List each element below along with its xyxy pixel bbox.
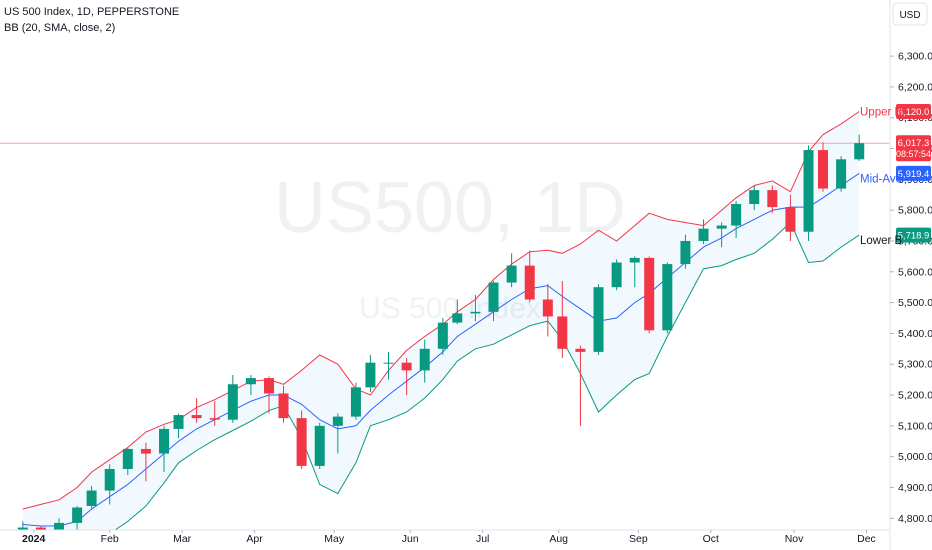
current-price-label: 6,017.3 <box>898 138 930 149</box>
candle-body <box>488 282 499 312</box>
candle-body <box>818 150 829 189</box>
x-tick-label: Oct <box>703 533 719 545</box>
candle-body <box>209 418 220 420</box>
y-tick-label: 6,200.0 <box>898 81 932 93</box>
candle-body <box>662 264 673 331</box>
candle-body <box>611 262 622 288</box>
currency-label[interactable]: USD <box>899 10 920 21</box>
watermark: US500, 1D <box>274 168 626 248</box>
band-price-box <box>896 104 931 120</box>
y-tick-label: 6,300.0 <box>898 51 932 63</box>
x-tick-label: Nov <box>785 533 804 545</box>
x-tick-label: Feb <box>101 533 119 545</box>
chart-title: US 500 Index, 1D, PEPPERSTONE <box>4 6 179 18</box>
candle-body <box>680 240 691 265</box>
x-tick-label: Jul <box>476 533 489 545</box>
candle-body <box>836 159 847 189</box>
band-name: Mid-Ave <box>860 173 902 185</box>
y-tick-label: 5,000.0 <box>898 451 932 463</box>
band-fill <box>22 111 860 530</box>
y-tick-label: 5,200.0 <box>898 390 932 402</box>
candle-body <box>575 348 586 352</box>
x-tick-label: 2024 <box>22 533 46 545</box>
y-tick-label: 5,400.0 <box>898 328 932 340</box>
watermark-subtitle: US 500 Index <box>359 292 541 325</box>
plot-area <box>0 111 890 530</box>
candle-body <box>72 507 83 523</box>
x-tick-label: Jun <box>402 533 419 545</box>
price-labels: 6,120.0 5,919.4 5,718.9 6,017.308:57:54 <box>896 104 931 243</box>
candle-body <box>350 387 361 417</box>
candle-body <box>140 448 151 454</box>
candle-body <box>35 527 46 530</box>
candle-body <box>524 265 535 300</box>
x-tick-label: May <box>324 533 345 545</box>
indicator-label: BB (20, SMA, close, 2) <box>4 22 115 34</box>
candle-body <box>296 418 307 466</box>
y-tick-label: 5,800.0 <box>898 205 932 217</box>
candle-body <box>191 415 202 419</box>
y-tick-label: 4,800.0 <box>898 513 932 525</box>
candle-body <box>785 207 796 232</box>
y-tick-label: 4,900.0 <box>898 482 932 494</box>
y-tick-label: 5,600.0 <box>898 266 932 278</box>
candle-body <box>383 362 394 364</box>
candle-body <box>245 378 256 385</box>
band-price-label: 6,120.0 <box>898 107 930 118</box>
candle-body <box>314 425 325 466</box>
y-tick-label: 5,100.0 <box>898 420 932 432</box>
band-line <box>114 221 860 530</box>
candle-body <box>278 393 289 419</box>
candle-body <box>506 265 517 283</box>
candle-body <box>629 257 640 263</box>
candle-body <box>644 257 655 331</box>
candle-body <box>104 468 115 491</box>
candle-body <box>264 378 275 394</box>
candle-body <box>767 190 778 208</box>
currency-button[interactable] <box>892 2 928 26</box>
candle-body <box>332 416 343 426</box>
y-tick-label: 5,300.0 <box>898 359 932 371</box>
band-name: Upper B <box>860 107 903 119</box>
candle-body <box>593 287 604 352</box>
x-tick-label: Dec <box>857 533 876 545</box>
watermark-group: US500, 1D US 500 Index <box>274 168 626 325</box>
candle-body <box>731 203 742 226</box>
candle-body <box>365 362 376 388</box>
band-price-box <box>896 227 931 243</box>
x-tick-label: Aug <box>549 533 568 545</box>
y-tick-label: 5,500.0 <box>898 297 932 309</box>
candle-body <box>401 362 412 371</box>
candle-body <box>854 143 865 160</box>
candle-body <box>749 190 760 204</box>
candle-body <box>542 299 553 317</box>
band-price-label: 5,919.4 <box>898 169 930 180</box>
current-price-box <box>896 135 931 162</box>
band-price-label: 5,718.9 <box>898 231 930 242</box>
candle-body <box>803 150 814 232</box>
candle-body <box>122 448 133 469</box>
candle-body <box>698 228 709 241</box>
candle-body <box>452 313 463 323</box>
candle-body <box>17 527 28 530</box>
candle-body <box>227 384 238 420</box>
candle-body <box>54 522 65 530</box>
countdown-label: 08:57:54 <box>896 149 931 159</box>
candle-body <box>159 428 170 454</box>
x-tick-label: Apr <box>246 533 263 545</box>
candle-body <box>437 322 448 349</box>
candle-body <box>86 490 97 506</box>
x-tick-label: Mar <box>173 533 192 545</box>
candle-body <box>716 225 727 229</box>
candle-body <box>419 348 430 371</box>
candle-body <box>470 311 481 314</box>
candle-body <box>173 415 184 429</box>
x-tick-label: Sep <box>629 533 648 545</box>
band-name: Lower B <box>860 235 903 247</box>
candle-body <box>557 316 568 349</box>
band-price-box <box>896 165 931 181</box>
